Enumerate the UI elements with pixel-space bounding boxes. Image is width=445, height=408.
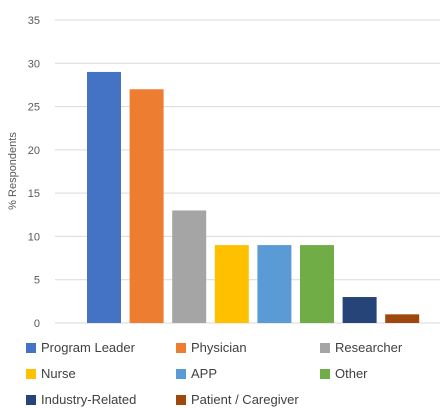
bar-app <box>257 245 292 323</box>
y-tick-label: 5 <box>34 275 40 287</box>
y-tick-labels: 0 5 10 15 20 25 30 35 <box>28 15 40 330</box>
y-tick-label: 20 <box>28 145 40 157</box>
y-tick-label: 15 <box>28 188 40 200</box>
legend-item: Industry-Related <box>26 392 136 407</box>
bar-patient-caregiver <box>385 314 420 323</box>
y-axis-title: % Respondents <box>7 132 19 210</box>
y-tick-label: 35 <box>28 15 40 27</box>
legend-label: APP <box>191 366 218 381</box>
legend-swatch <box>26 394 36 405</box>
legend-item: APP <box>176 366 217 381</box>
bars <box>87 71 420 323</box>
legend-label: Other <box>335 366 368 381</box>
bar-other <box>300 245 334 323</box>
bar-physician <box>129 89 164 323</box>
legend-item: Patient / Caregiver <box>176 392 299 407</box>
legend-label: Researcher <box>335 340 403 355</box>
legend-swatch <box>176 368 186 379</box>
bar-researcher <box>172 210 207 323</box>
legend-swatch <box>176 394 186 405</box>
legend-item: Physician <box>176 340 247 355</box>
y-tick-label: 25 <box>28 102 40 114</box>
legend-swatch <box>176 342 186 353</box>
legend-item: Researcher <box>320 340 402 355</box>
legend-swatch <box>320 368 330 379</box>
legend-swatch <box>26 368 36 379</box>
y-tick-label: 10 <box>28 231 40 243</box>
legend-label: Industry-Related <box>41 392 137 407</box>
bar-nurse <box>214 245 249 323</box>
legend-item: Program Leader <box>26 340 135 355</box>
y-tick-label: 0 <box>34 318 40 330</box>
legend-label: Nurse <box>41 366 76 381</box>
legend-label: Program Leader <box>41 340 135 355</box>
legend-label: Patient / Caregiver <box>191 392 299 407</box>
legend-swatch <box>26 342 36 353</box>
y-tick-label: 30 <box>28 58 40 70</box>
legend-item: Other <box>320 366 368 381</box>
bar-program-leader <box>87 71 121 323</box>
legend-label: Physician <box>191 340 247 355</box>
bar-industry-related <box>342 297 377 323</box>
legend-swatch <box>320 342 330 353</box>
legend-item: Nurse <box>26 366 76 381</box>
